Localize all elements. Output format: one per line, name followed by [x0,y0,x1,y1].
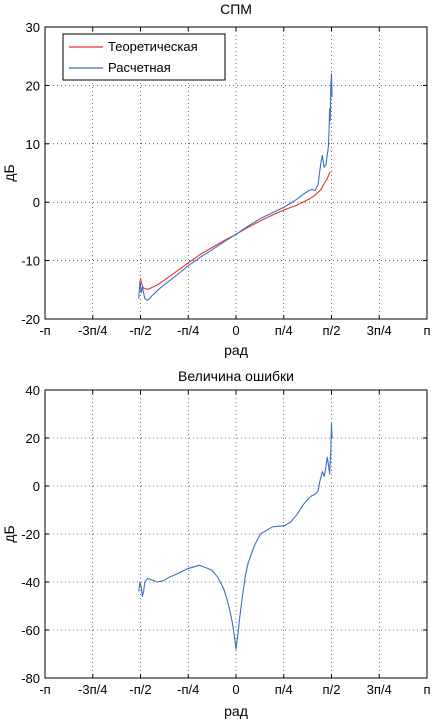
error-x-tick-label: -3п/4 [78,682,107,697]
spm-x-axis-label: рад [224,342,248,358]
error-x-tick-label: п [423,682,430,697]
spm-y-tick-label: 20 [26,78,40,93]
error-y-tick-label: -40 [21,575,40,590]
error-x-tick-label: 3п/4 [367,682,392,697]
error-series-lines [138,423,333,650]
error-y-tick-label: 20 [26,431,40,446]
spm-x-tick-label: 3п/4 [367,323,392,338]
error-y-tick-label: 0 [33,479,40,494]
error-series-line-0 [138,423,333,650]
spm-legend-box [62,33,226,81]
spm-x-tick-label: п/2 [323,323,341,338]
spm-legend-label-theoretical: Теоретическая [108,39,198,54]
spm-y-tick-label: 10 [26,137,40,152]
error-grid [45,390,427,678]
spm-legend: Теоретическая Расчетная [62,33,226,81]
error-x-tick-label: -п/4 [177,682,199,697]
spm-x-tick-label: -3п/4 [78,323,107,338]
spm-series-lines [138,73,333,301]
error-x-tick-label: -п/2 [129,682,151,697]
spm-x-tick-label: п [423,323,430,338]
spm-y-axis-label: дБ [1,164,17,181]
spm-y-tick-label: -20 [21,312,40,327]
error-y-axis-label: дБ [1,525,17,542]
spm-chart-title: СПМ [220,1,252,17]
error-y-tick-label: -20 [21,527,40,542]
error-x-tick-label: п/4 [275,682,293,697]
spm-x-tick-label: п/4 [275,323,293,338]
spm-x-tick-label: 0 [232,323,239,338]
spm-y-tick-label: 0 [33,195,40,210]
spm-chart: СПМ -п -3п/4 -п/2 -п/4 0 п/4 п/2 3п/4 п -20 -10 0 10… [1,1,431,358]
spm-series-line-1 [138,73,333,301]
spm-legend-label-calculated: Расчетная [108,60,171,75]
error-y-tick-label: -80 [21,671,40,686]
error-x-tick-label: п/2 [323,682,341,697]
spm-ticks: -п -3п/4 -п/2 -п/4 0 п/4 п/2 3п/4 п -20 -10 0 10 20 30 [21,20,430,338]
spm-x-tick-label: -п [39,323,50,338]
error-y-tick-label: -60 [21,623,40,638]
spm-x-tick-label: -п/2 [129,323,151,338]
error-y-tick-label: 40 [26,383,40,398]
error-x-axis-label: рад [224,703,248,719]
error-ticks: -п -3п/4 -п/2 -п/4 0 п/4 п/2 3п/4 п -80 -60 -40 -20 0… [21,383,430,697]
error-x-tick-label: 0 [232,682,239,697]
error-chart: Величина ошибки -п -3п/4 -п/2 -п/4 0 п/4 п/2 3п… [1,368,431,719]
error-chart-title: Величина ошибки [178,368,294,384]
spm-y-tick-label: 30 [26,20,40,35]
error-x-tick-label: -п [39,682,50,697]
spm-y-tick-label: -10 [21,254,40,269]
spm-x-tick-label: -п/4 [177,323,199,338]
